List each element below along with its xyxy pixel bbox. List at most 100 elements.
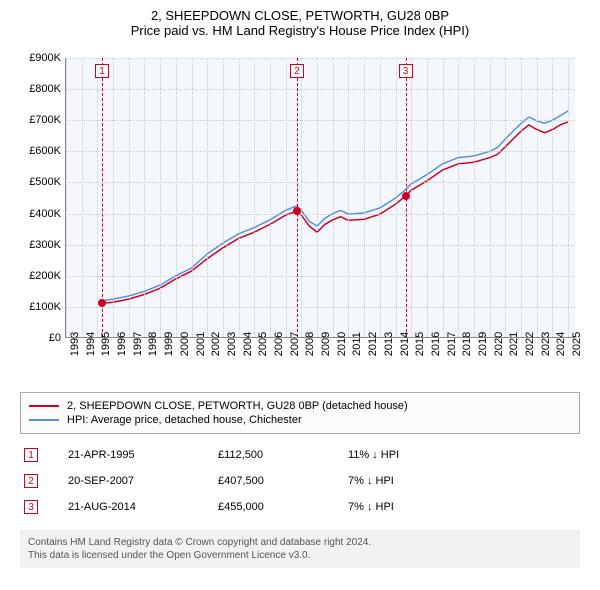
gridline-v bbox=[254, 58, 255, 337]
series-line bbox=[102, 111, 568, 301]
gridline-h bbox=[66, 276, 575, 277]
gridline-h bbox=[66, 214, 575, 215]
x-tick-label: 2022 bbox=[524, 332, 536, 356]
gridline-v bbox=[474, 58, 475, 337]
legend-item: 2, SHEEPDOWN CLOSE, PETWORTH, GU28 0BP (… bbox=[29, 399, 571, 413]
marker-box: 2 bbox=[290, 64, 304, 78]
x-tick-label: 2004 bbox=[242, 332, 254, 356]
x-tick-label: 2009 bbox=[320, 332, 332, 356]
gridline-h bbox=[66, 58, 575, 59]
chart-title-subtitle: Price paid vs. HM Land Registry's House … bbox=[10, 23, 590, 38]
y-tick-label: £600K bbox=[29, 145, 61, 157]
event-diff: 7% ↓ HPI bbox=[348, 475, 394, 487]
x-tick-label: 2016 bbox=[430, 332, 442, 356]
gridline-v bbox=[333, 58, 334, 337]
event-row: 121-APR-1995£112,50011% ↓ HPI bbox=[20, 442, 580, 468]
y-tick-label: £300K bbox=[29, 239, 61, 251]
gridline-v bbox=[66, 58, 67, 337]
marker-box: 1 bbox=[95, 64, 109, 78]
gridline-h bbox=[66, 120, 575, 121]
gridline-h bbox=[66, 89, 575, 90]
gridline-v bbox=[144, 58, 145, 337]
x-tick-label: 2021 bbox=[508, 332, 520, 356]
y-tick-label: £400K bbox=[29, 208, 61, 220]
x-tick-label: 2011 bbox=[351, 332, 363, 356]
x-tick-label: 2013 bbox=[383, 332, 395, 356]
y-tick-label: £100K bbox=[29, 301, 61, 313]
gridline-v bbox=[348, 58, 349, 337]
gridline-v bbox=[113, 58, 114, 337]
event-date: 20-SEP-2007 bbox=[68, 475, 188, 487]
x-tick-label: 2010 bbox=[336, 332, 348, 356]
gridline-v bbox=[317, 58, 318, 337]
gridline-v bbox=[82, 58, 83, 337]
legend: 2, SHEEPDOWN CLOSE, PETWORTH, GU28 0BP (… bbox=[20, 392, 580, 434]
gridline-v bbox=[458, 58, 459, 337]
gridline-v bbox=[97, 58, 98, 337]
x-tick-label: 2012 bbox=[367, 332, 379, 356]
event-row: 321-AUG-2014£455,0007% ↓ HPI bbox=[20, 494, 580, 520]
x-tick-label: 2020 bbox=[493, 332, 505, 356]
x-tick-label: 1999 bbox=[163, 332, 175, 356]
footer-line-2: This data is licensed under the Open Gov… bbox=[28, 549, 572, 562]
x-tick-label: 2014 bbox=[399, 332, 411, 356]
legend-item: HPI: Average price, detached house, Chic… bbox=[29, 413, 571, 427]
x-tick-label: 2018 bbox=[461, 332, 473, 356]
chart-area: 1 2 3 £0 £100K £200K £300K £400K £500K £600K £700… bbox=[15, 48, 585, 388]
chart-title-address: 2, SHEEPDOWN CLOSE, PETWORTH, GU28 0BP bbox=[10, 8, 590, 23]
gridline-v bbox=[239, 58, 240, 337]
gridline-v bbox=[411, 58, 412, 337]
marker-box: 3 bbox=[399, 64, 413, 78]
x-tick-label: 2019 bbox=[477, 332, 489, 356]
gridline-h bbox=[66, 151, 575, 152]
x-tick-label: 2003 bbox=[226, 332, 238, 356]
event-number-box: 3 bbox=[24, 500, 38, 514]
x-tick-label: 2017 bbox=[446, 332, 458, 356]
gridline-v bbox=[270, 58, 271, 337]
gridline-h bbox=[66, 245, 575, 246]
gridline-v bbox=[396, 58, 397, 337]
event-price: £455,000 bbox=[218, 501, 318, 513]
gridline-v bbox=[521, 58, 522, 337]
event-diff: 7% ↓ HPI bbox=[348, 501, 394, 513]
gridline-v bbox=[490, 58, 491, 337]
gridline-v bbox=[552, 58, 553, 337]
marker-refline bbox=[297, 58, 298, 337]
gridline-v bbox=[223, 58, 224, 337]
event-price: £407,500 bbox=[218, 475, 318, 487]
x-tick-label: 2006 bbox=[273, 332, 285, 356]
gridline-v bbox=[568, 58, 569, 337]
x-tick-label: 2000 bbox=[179, 332, 191, 356]
event-row: 220-SEP-2007£407,5007% ↓ HPI bbox=[20, 468, 580, 494]
footer-line-1: Contains HM Land Registry data © Crown c… bbox=[28, 536, 572, 549]
y-tick-label: £700K bbox=[29, 114, 61, 126]
y-tick-label: £0 bbox=[49, 332, 61, 344]
gridline-v bbox=[207, 58, 208, 337]
gridline-h bbox=[66, 307, 575, 308]
x-tick-label: 2005 bbox=[257, 332, 269, 356]
x-tick-label: 2024 bbox=[555, 332, 567, 356]
event-price: £112,500 bbox=[218, 449, 318, 461]
y-tick-label: £500K bbox=[29, 176, 61, 188]
chart-plot: 1 2 3 bbox=[65, 58, 575, 338]
price-point-dot bbox=[293, 207, 301, 215]
x-tick-label: 2002 bbox=[210, 332, 222, 356]
legend-label: 2, SHEEPDOWN CLOSE, PETWORTH, GU28 0BP (… bbox=[67, 400, 408, 412]
x-tick-label: 1997 bbox=[132, 332, 144, 356]
x-tick-label: 2015 bbox=[414, 332, 426, 356]
y-tick-label: £800K bbox=[29, 83, 61, 95]
attribution-footer: Contains HM Land Registry data © Crown c… bbox=[20, 530, 580, 568]
price-point-dot bbox=[402, 192, 410, 200]
gridline-h bbox=[66, 182, 575, 183]
y-tick-label: £200K bbox=[29, 270, 61, 282]
gridline-v bbox=[176, 58, 177, 337]
legend-label: HPI: Average price, detached house, Chic… bbox=[67, 414, 302, 426]
chart-lines bbox=[66, 58, 576, 338]
x-tick-label: 2008 bbox=[304, 332, 316, 356]
x-tick-label: 2025 bbox=[571, 332, 583, 356]
x-tick-label: 2001 bbox=[195, 332, 207, 356]
x-tick-label: 1995 bbox=[100, 332, 112, 356]
gridline-v bbox=[364, 58, 365, 337]
events-table: 121-APR-1995£112,50011% ↓ HPI220-SEP-200… bbox=[20, 442, 580, 520]
gridline-v bbox=[427, 58, 428, 337]
